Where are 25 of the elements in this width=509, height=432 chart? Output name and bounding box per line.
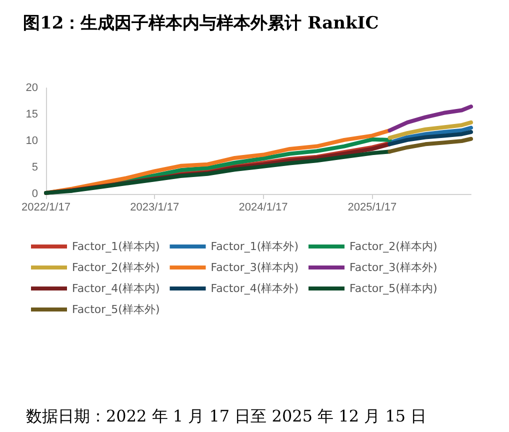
y-tick-label: 20 — [26, 82, 38, 94]
line-series — [388, 130, 473, 146]
x-tick-label: 2024/1/17 — [238, 202, 288, 214]
legend-label: Factor_2(样本外) — [72, 261, 160, 274]
y-tick-label: 15 — [26, 108, 38, 120]
legend-label: Factor_2(样本内) — [350, 240, 438, 253]
legend-label: Factor_4(样本外) — [210, 282, 299, 295]
chart-title: 图12：生成因子样本内与样本外累计 RankIC — [23, 14, 379, 34]
legend-label: Factor_5(样本外) — [72, 303, 160, 316]
line-series — [388, 120, 473, 140]
y-tick-label: 5 — [32, 162, 38, 174]
x-tick-label: 2023/1/17 — [130, 202, 180, 214]
legend-label: Factor_3(样本外) — [350, 261, 438, 274]
x-tick-label: 2025/1/17 — [348, 202, 397, 214]
x-tick-label: 2022/1/17 — [22, 202, 70, 214]
legend-label: Factor_1(样本外) — [210, 240, 299, 253]
legend-label: Factor_3(样本内) — [210, 261, 299, 274]
legend-label: Factor_1(样本内) — [72, 240, 160, 253]
text: 数据日期：2022 年 1 月 17 日至 2025 年 12 月 15 日 — [26, 406, 427, 426]
y-tick-label: 10 — [26, 135, 38, 147]
legend-label: Factor_4(样本内) — [72, 282, 160, 295]
line-series — [388, 104, 473, 132]
y-tick-label: 0 — [32, 188, 38, 200]
line-series — [388, 136, 473, 154]
legend-label: Factor_5(样本内) — [350, 282, 438, 295]
